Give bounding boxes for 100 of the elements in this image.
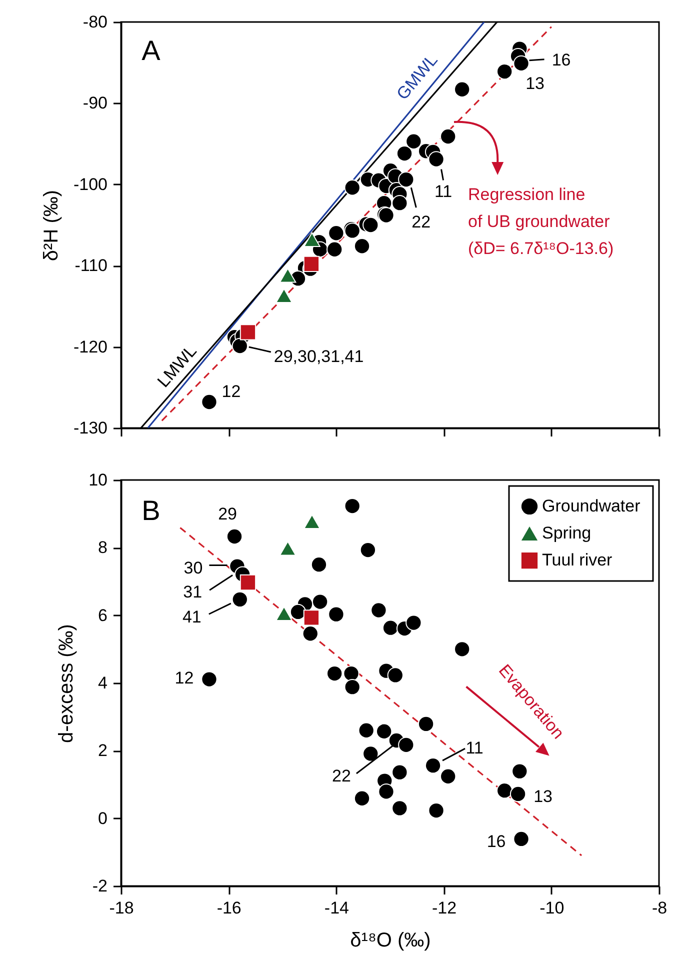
annotation: 12 [222,382,241,402]
point [232,338,248,354]
point [496,63,513,80]
y-tick-label: -120 [73,337,108,356]
annotation: 13 [526,74,545,94]
point [440,768,456,784]
y-tick-label: 10 [88,470,108,490]
point [428,151,444,168]
point [201,394,218,410]
point [226,528,243,545]
point [201,671,218,688]
point [378,784,394,800]
point [362,216,379,234]
point [279,540,296,556]
annotation: 22 [332,766,351,786]
point [392,195,408,212]
annotation: 30 [184,558,203,578]
point [513,830,530,848]
point [354,238,370,254]
point [406,614,422,631]
annotation: 41 [182,607,202,626]
point [343,665,360,682]
y-tick-label: 6 [98,606,108,625]
annotation: 29 [218,504,237,524]
legend-label: Tuul river [542,550,613,570]
point [428,802,444,819]
point [392,800,408,816]
point [382,620,399,636]
y-tick-label: -90 [82,94,108,113]
y-tick-label: 0 [98,808,108,828]
annotation: 12 [174,668,194,688]
y-tick-label: 8 [98,538,108,558]
point [344,678,360,696]
point [304,514,320,529]
point [279,268,296,283]
point [370,602,387,618]
point [310,556,328,573]
point [406,133,422,150]
point [302,626,318,642]
y-tick-label: 2 [98,741,108,760]
point [358,722,374,738]
annotation: 16 [486,832,506,851]
point [424,757,442,774]
point [276,606,292,621]
point [512,763,528,780]
legend-label: Groundwater [542,496,641,516]
point [344,498,360,514]
point [326,241,343,258]
annotation: 29,30,31,41 [274,346,364,366]
point [232,591,248,608]
y-axis-title: d-excess (‰) [56,624,78,743]
point [328,606,344,622]
annotation: 22 [412,212,431,232]
point [376,723,392,740]
x-axis-title: δ¹⁸O (‰) [350,930,431,952]
point [398,736,414,753]
y-tick-label: 4 [98,674,108,692]
point [440,128,456,145]
y-axis-title: δ²H (‰) [40,190,62,262]
y-tick-label: -80 [82,12,108,32]
point [392,764,408,780]
y-tick-label: -2 [92,876,108,896]
point [326,665,343,682]
point [496,782,513,799]
annotation: 11 [434,182,452,202]
point [328,225,344,242]
y-tick-label: -100 [73,174,108,194]
point [418,716,434,732]
point [362,746,379,762]
point [510,786,526,802]
point [303,256,320,272]
annotation: 13 [534,786,553,806]
point [312,594,328,610]
point [240,574,256,591]
point [387,667,404,684]
x-tick-label: -12 [432,898,457,918]
x-tick-label: -18 [109,898,134,918]
x-tick-label: -14 [324,898,349,918]
annotation: Regression line of UB groundwater (δD= 6.7δ¹⁸O-13.6) [468,185,614,258]
point [360,542,376,558]
annotation: A [142,35,161,66]
legend-label: Spring [542,524,592,542]
annotation: 31 [183,582,202,602]
point [354,790,370,806]
x-tick-label: -10 [540,898,564,918]
point [398,171,414,188]
point [240,324,256,340]
annotation: 11 [466,738,484,758]
y-tick-label: -110 [74,256,108,276]
x-tick-label: -16 [216,898,242,918]
point [454,81,470,98]
annotation: 16 [552,50,571,70]
point [513,55,530,72]
point [454,641,470,658]
point [344,180,360,196]
point [290,604,306,620]
y-tick-label: -130 [73,418,108,438]
x-tick-label: -8 [652,898,668,918]
point [396,145,413,162]
point [304,232,320,247]
